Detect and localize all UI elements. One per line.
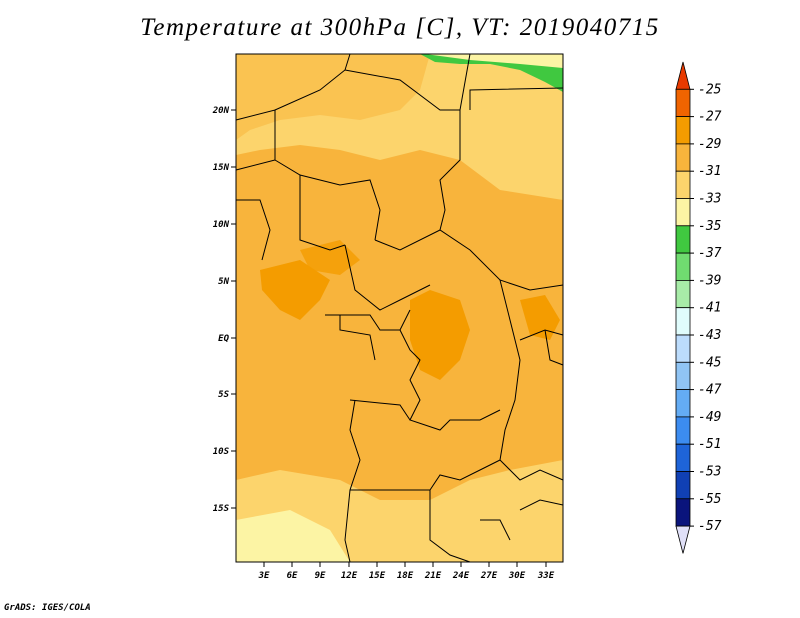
colorbar-bottom-arrow <box>675 525 691 554</box>
lon-tick-label: 21E <box>424 571 442 581</box>
colorbar-swatch <box>675 471 691 500</box>
colorbar-label: -29 <box>698 137 721 152</box>
map-frame <box>235 53 564 563</box>
colorbar-swatch <box>675 225 691 254</box>
lat-tick-label: 5S <box>218 390 229 400</box>
colorbar-swatch <box>675 170 691 199</box>
colorbar-label: -49 <box>698 410 721 425</box>
lat-tick-label: 15N <box>213 163 230 173</box>
colorbar-swatch <box>675 416 691 445</box>
credit-text: GrADS: IGES/COLA <box>4 603 91 613</box>
colorbar-swatch <box>675 143 691 172</box>
colorbar-label: -53 <box>698 465 721 480</box>
lon-tick-label: 18E <box>397 571 414 581</box>
lon-tick-label: 6E <box>287 571 298 581</box>
temperature-field <box>236 54 563 562</box>
lon-tick-label: 3E <box>258 571 270 581</box>
lon-tick-label: 24E <box>452 571 470 581</box>
lat-tick-label: 10N <box>213 220 230 230</box>
lon-tick-label: 27E <box>480 571 498 581</box>
map-title: Temperature at 300hPa [C], VT: 201904071… <box>140 14 660 41</box>
lat-tick-label: 20N <box>212 106 230 116</box>
country-borders <box>235 53 564 563</box>
lat-tick-label: 15S <box>213 504 230 514</box>
colorbar-label: -55 <box>698 492 722 507</box>
colorbar-label: -35 <box>698 219 722 234</box>
colorbar: -25 -27 -29 -31 -33 -35 -37 -39 -41 -43 -45 -47 -49 -… <box>675 61 722 554</box>
colorbar-label: -31 <box>698 164 721 179</box>
colorbar-label: -39 <box>698 273 721 288</box>
colorbar-label: -47 <box>698 383 722 398</box>
colorbar-swatch <box>675 279 691 309</box>
lon-axis <box>263 562 547 567</box>
colorbar-swatch <box>675 116 691 145</box>
colorbar-label: -51 <box>698 437 721 452</box>
colorbar-swatch <box>675 334 691 363</box>
colorbar-label: -25 <box>698 82 722 97</box>
colorbar-label: -27 <box>698 110 722 125</box>
colorbar-label: -57 <box>698 519 722 534</box>
lat-tick-label: EQ <box>218 334 229 344</box>
lon-tick-label: 15E <box>369 571 386 581</box>
colorbar-label: -45 <box>698 355 722 370</box>
colorbar-label: -33 <box>698 192 721 207</box>
lon-tick-label: 33E <box>537 571 555 581</box>
colorbar-top-arrow <box>675 61 691 90</box>
colorbar-swatch <box>675 361 691 390</box>
colorbar-swatch <box>675 88 691 118</box>
colorbar-swatch <box>675 307 691 336</box>
colorbar-swatch <box>675 389 691 418</box>
lon-tick-label: 30E <box>508 571 526 581</box>
colorbar-label: -41 <box>698 301 721 316</box>
colorbar-swatch <box>675 252 691 281</box>
lon-tick-label: 12E <box>341 571 358 581</box>
lat-axis <box>231 109 236 509</box>
lat-tick-label: 5N <box>218 277 229 287</box>
colorbar-label: -37 <box>698 246 722 261</box>
colorbar-swatch <box>675 443 691 472</box>
colorbar-swatch <box>675 498 691 527</box>
lon-tick-label: 9E <box>315 571 326 581</box>
colorbar-label: -43 <box>698 328 721 343</box>
colorbar-swatch <box>675 198 691 227</box>
lat-tick-label: 10S <box>213 447 230 457</box>
